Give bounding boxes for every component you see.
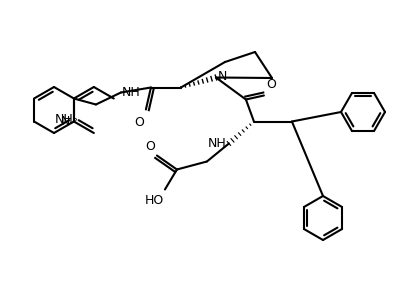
Text: N: N: [61, 115, 70, 128]
Text: N: N: [218, 70, 227, 83]
Text: O: O: [266, 78, 276, 91]
Text: O: O: [134, 116, 144, 129]
Text: O: O: [145, 140, 155, 153]
Text: NH: NH: [208, 137, 227, 150]
Text: NH: NH: [122, 86, 141, 99]
Text: NH₂: NH₂: [55, 113, 79, 126]
Text: HO: HO: [145, 195, 164, 208]
